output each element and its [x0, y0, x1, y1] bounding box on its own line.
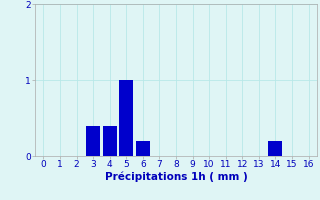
Bar: [119, 80, 133, 156]
Bar: [136, 141, 150, 156]
Bar: [268, 141, 283, 156]
X-axis label: Précipitations 1h ( mm ): Précipitations 1h ( mm ): [105, 172, 247, 182]
Bar: [86, 126, 100, 156]
Bar: [103, 126, 117, 156]
